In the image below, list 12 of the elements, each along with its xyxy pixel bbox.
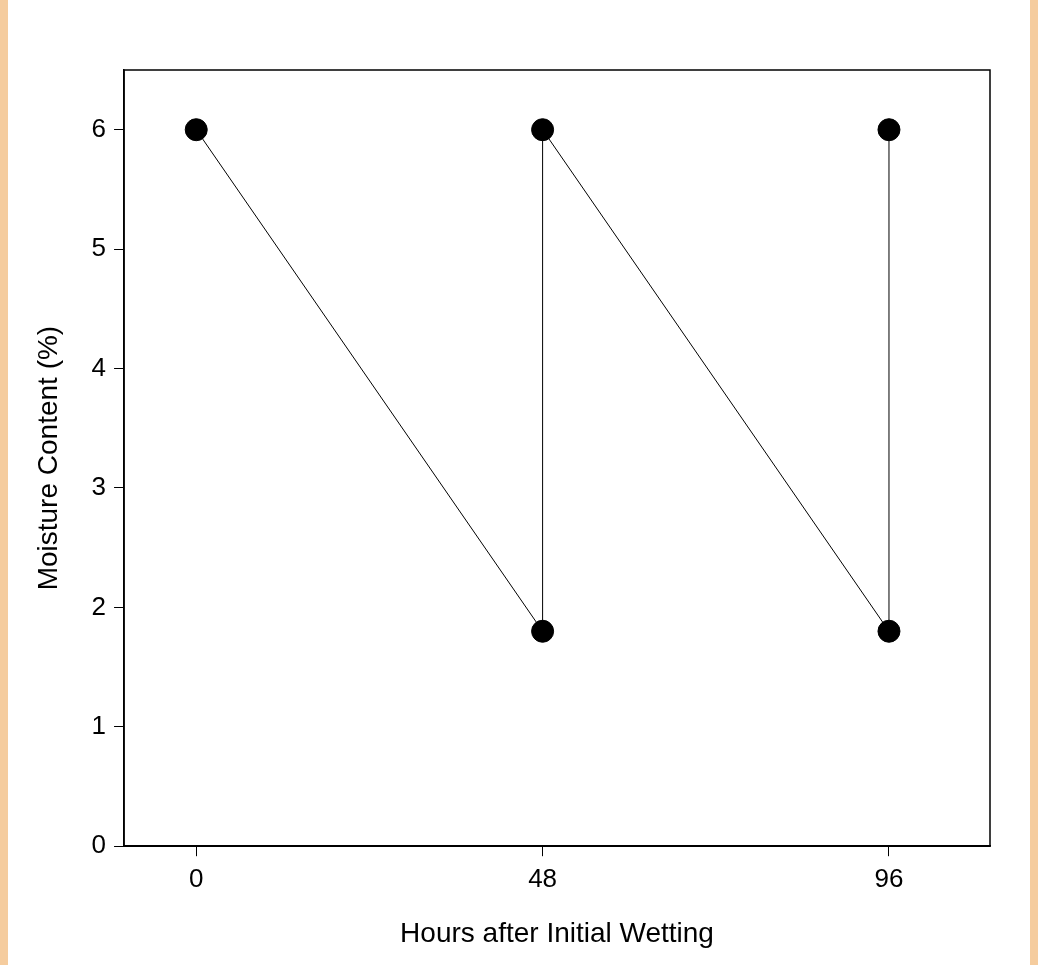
x-tick-label: 96: [874, 862, 904, 893]
y-tick-label: 0: [91, 829, 107, 860]
y-tick-label: 1: [91, 709, 107, 740]
x-tick-label: 48: [528, 862, 558, 893]
x-tick-label: 0: [188, 862, 204, 893]
y-tick-label: 4: [91, 351, 107, 382]
y-tick-label: 3: [91, 471, 107, 502]
y-tick-label: 2: [91, 590, 107, 621]
y-tick-label: 6: [91, 112, 107, 143]
x-axis-title: Hours after Initial Wetting: [400, 916, 714, 948]
y-tick-label: 5: [91, 232, 107, 263]
y-axis-title: Moisture Content (%): [31, 325, 63, 591]
